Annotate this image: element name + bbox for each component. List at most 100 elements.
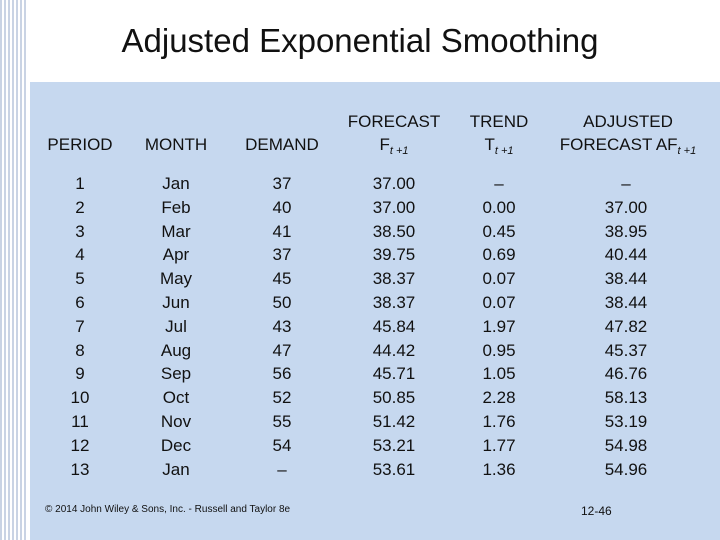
cell-trend: 1.76 <box>482 411 516 431</box>
cell-demand: 37 <box>272 174 292 193</box>
cell-month: Oct <box>162 388 190 408</box>
page-number: 12-46 <box>581 504 612 518</box>
header-forecast-symbol: F <box>379 135 390 154</box>
cell-month: May <box>159 269 193 289</box>
cell-period: 3 <box>75 221 85 241</box>
cell-month: Apr <box>162 245 190 265</box>
cell-adjusted: – <box>621 174 631 193</box>
cell-forecast: 45.84 <box>372 316 416 336</box>
cell-month: Nov <box>160 411 192 431</box>
cell-demand: 41 <box>272 221 292 241</box>
header-trend-symbol: T <box>484 135 495 154</box>
cell-adjusted: 38.44 <box>604 269 648 289</box>
cell-period: 2 <box>75 197 85 217</box>
cell-trend: 0.69 <box>482 245 516 265</box>
header-adjusted-line2: FORECAST AFt +1 <box>548 133 708 163</box>
cell-forecast: 38.37 <box>372 269 416 289</box>
cell-trend: 0.00 <box>482 197 516 217</box>
cell-adjusted: 37.00 <box>604 197 648 217</box>
header-demand: DEMAND <box>245 135 319 154</box>
header-adjusted-symbol: FORECAST AF <box>559 135 678 154</box>
column-demand: 37 40 41 37 45 50 43 47 56 52 55 54 – <box>252 172 312 481</box>
cell-demand: – <box>277 459 287 479</box>
cell-period: 4 <box>75 245 85 265</box>
cell-month: Jan <box>162 459 190 479</box>
column-trend: – 0.00 0.45 0.69 0.07 0.07 1.97 0.95 1.05 2.28 1.7… <box>459 172 539 481</box>
cell-forecast: 45.71 <box>372 364 416 384</box>
cell-demand: 37 <box>272 245 292 265</box>
cell-adjusted: 38.95 <box>604 221 648 241</box>
cell-month: Jun <box>162 292 190 312</box>
cell-trend: 0.45 <box>482 221 516 241</box>
cell-adjusted: 53.19 <box>604 411 648 431</box>
cell-demand: 50 <box>272 292 292 312</box>
column-adjusted: – 37.00 38.95 40.44 38.44 38.44 47.82 45.37 46.7… <box>586 172 666 481</box>
cell-adjusted: 38.44 <box>604 292 648 312</box>
cell-adjusted: 46.76 <box>604 364 648 384</box>
cell-month: Dec <box>160 435 192 455</box>
cell-period: 9 <box>75 364 85 384</box>
cell-trend: 0.07 <box>482 269 516 289</box>
header-month: MONTH <box>144 135 208 154</box>
column-period: 1 2 3 4 5 6 7 8 9 10 11 12 13 <box>50 172 110 481</box>
cell-month: Sep <box>160 364 192 384</box>
column-forecast: 37.00 37.00 38.50 39.75 38.37 38.37 45.84 44.42… <box>354 172 434 481</box>
column-month: Jan Feb Mar Apr May Jun Jul Aug Sep Oct Nov Dec Jan <box>146 172 206 481</box>
cell-forecast: 53.61 <box>372 459 416 479</box>
cell-period: 6 <box>75 292 85 312</box>
header-trend-line2: Tt +1 <box>456 133 542 163</box>
cell-forecast: 51.42 <box>372 411 416 431</box>
cell-adjusted: 58.13 <box>604 388 648 408</box>
cell-period: 11 <box>71 411 89 431</box>
header-forecast-line2: Ft +1 <box>336 133 452 163</box>
cell-forecast: 37.00 <box>372 174 416 193</box>
cell-trend: 1.05 <box>482 364 516 384</box>
cell-period: 5 <box>75 269 85 289</box>
header-trend-line1: TREND <box>469 112 529 131</box>
cell-forecast: 38.37 <box>372 292 416 312</box>
header-forecast-line1: FORECAST <box>347 112 441 131</box>
cell-forecast: 50.85 <box>372 388 416 408</box>
cell-period: 12 <box>70 435 90 455</box>
cell-demand: 56 <box>272 364 292 384</box>
table-panel <box>30 82 720 540</box>
cell-adjusted: 45.37 <box>604 340 648 360</box>
cell-month: Jul <box>165 316 187 336</box>
cell-trend: 0.07 <box>482 292 516 312</box>
slide-title: Adjusted Exponential Smoothing <box>121 22 599 59</box>
cell-adjusted: 47.82 <box>604 316 648 336</box>
cell-month: Feb <box>161 197 191 217</box>
cell-adjusted: 54.96 <box>604 459 648 479</box>
cell-period: 10 <box>70 388 90 408</box>
cell-period: 13 <box>70 459 90 479</box>
cell-period: 8 <box>75 340 85 360</box>
cell-demand: 47 <box>272 340 292 360</box>
cell-forecast: 39.75 <box>372 245 416 265</box>
cell-trend: 2.28 <box>482 388 516 408</box>
cell-demand: 40 <box>272 197 292 217</box>
cell-demand: 45 <box>272 269 292 289</box>
cell-forecast: 44.42 <box>372 340 416 360</box>
header-trend: TREND Tt +1 <box>456 110 542 163</box>
cell-trend: 1.36 <box>482 459 516 479</box>
cell-forecast: 38.50 <box>372 221 416 241</box>
cell-month: Mar <box>161 221 191 241</box>
cell-demand: 43 <box>272 316 292 336</box>
header-period: PERIOD <box>47 135 113 154</box>
cell-forecast: 53.21 <box>372 435 416 455</box>
cell-demand: 55 <box>272 411 292 431</box>
cell-demand: 54 <box>272 435 292 455</box>
header-forecast-subscript: t +1 <box>389 145 409 157</box>
cell-period: 7 <box>75 316 85 336</box>
cell-adjusted: 54.98 <box>604 435 648 455</box>
header-adjusted: ADJUSTED FORECAST AFt +1 <box>548 110 708 163</box>
cell-month: Aug <box>160 340 192 360</box>
header-forecast: FORECAST Ft +1 <box>336 110 452 163</box>
header-adjusted-line1: ADJUSTED <box>583 112 673 131</box>
header-trend-subscript: t +1 <box>494 145 514 157</box>
decorative-side-stripes <box>0 0 28 540</box>
copyright-footer: © 2014 John Wiley & Sons, Inc. - Russell… <box>45 504 291 515</box>
cell-month: Jan <box>162 174 190 193</box>
header-adjusted-subscript: t +1 <box>677 145 697 157</box>
cell-demand: 52 <box>272 388 292 408</box>
